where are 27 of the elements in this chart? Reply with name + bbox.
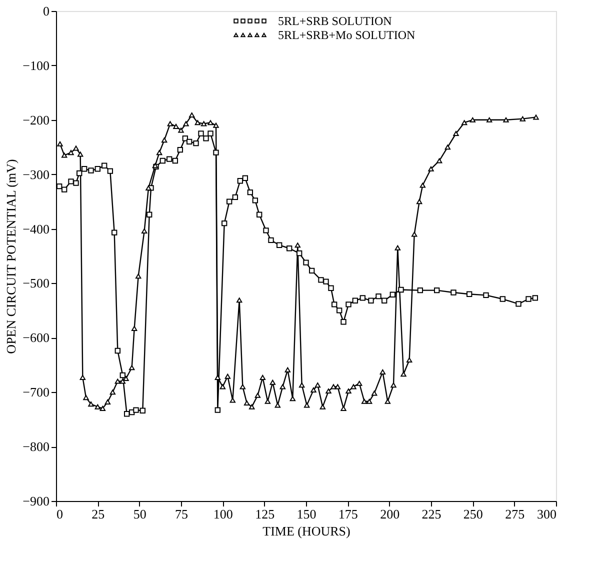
x-tick-label: 225	[422, 506, 442, 522]
y-tick-label: −100	[22, 58, 50, 73]
y-axis-title: OPEN CIRCUIT POTENTIAL (mV)	[4, 159, 19, 354]
x-tick-label: 75	[175, 506, 188, 522]
x-tick-label: 0	[56, 506, 63, 522]
x-tick-label: 125	[255, 506, 275, 522]
y-tick-label: 0	[43, 4, 50, 18]
y-tick-label: −400	[22, 221, 50, 236]
x-tick-label: 250	[463, 506, 483, 522]
x-tick-label: 150	[296, 506, 316, 522]
y-tick-label: −700	[22, 384, 50, 400]
x-tick-label: 275	[505, 506, 525, 522]
y-tick-label: −500	[22, 276, 50, 291]
legend-label: 5RL+SRB+Mo SOLUTION	[278, 28, 416, 42]
x-tick-label: 100	[213, 506, 233, 522]
x-axis-title: TIME (HOURS)	[262, 524, 350, 538]
x-tick-label: 25	[92, 506, 105, 522]
y-tick-label: −200	[22, 112, 50, 128]
y-tick-label: −900	[22, 494, 50, 508]
x-tick-label: 50	[133, 506, 146, 522]
y-tick-label: −800	[22, 439, 50, 454]
x-tick-label: 300	[537, 506, 556, 522]
legend-label: 5RL+SRB SOLUTION	[278, 14, 392, 28]
x-tick-label: 175	[338, 506, 358, 522]
y-tick-label: −300	[22, 166, 50, 182]
y-tick-label: −600	[22, 330, 50, 346]
x-tick-label: 200	[380, 506, 400, 522]
